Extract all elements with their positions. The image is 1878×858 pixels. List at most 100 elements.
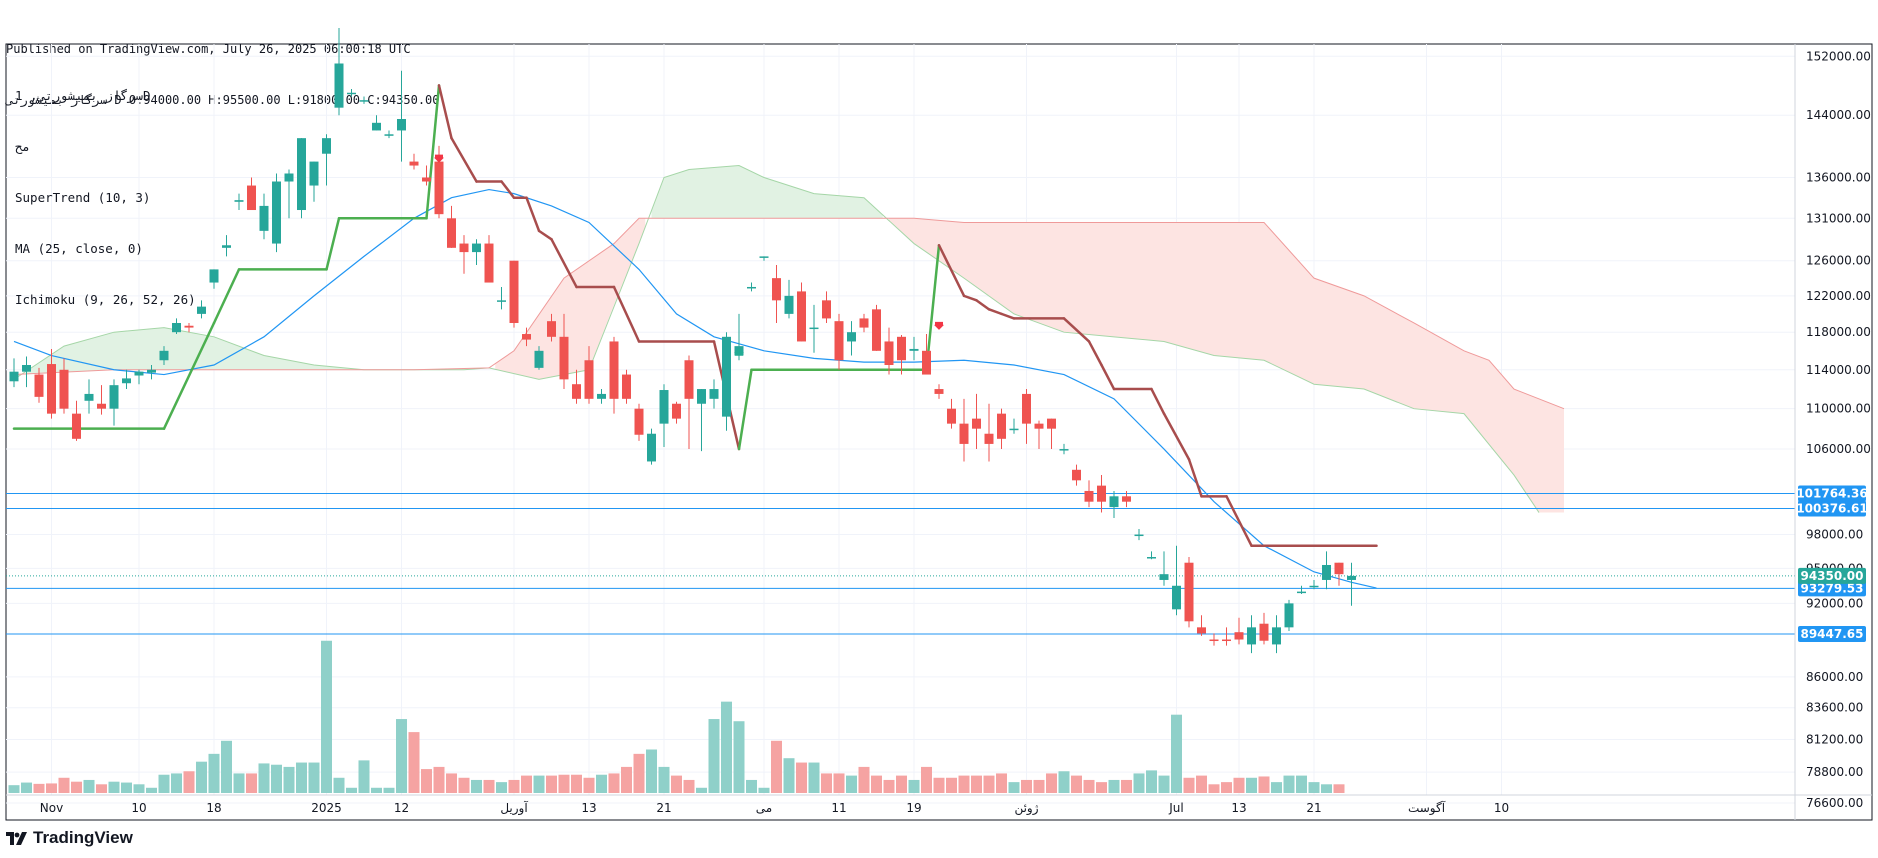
volume-bar	[1258, 776, 1270, 793]
volume-bars	[8, 640, 1345, 793]
price-axis[interactable]: 152000.00 144000.00 136000.00 131000.00 1260…	[1806, 49, 1871, 810]
volume-bar	[8, 785, 20, 793]
legend-market: مح	[15, 139, 31, 154]
legend-ma[interactable]: MA (25, close, 0)	[15, 241, 143, 256]
volume-bar	[1008, 782, 1020, 793]
candle-body	[147, 369, 156, 373]
candle-body	[234, 200, 244, 202]
last-price-text: 94350.00	[1800, 569, 1863, 583]
candle-body	[9, 371, 19, 382]
candle-body	[1109, 496, 1119, 508]
volume-bar	[133, 784, 145, 793]
candle-body	[1134, 534, 1144, 537]
candle-body	[47, 364, 56, 414]
volume-bar	[933, 777, 945, 793]
ichimoku-cloud	[13, 165, 1565, 513]
volume-bar	[46, 783, 57, 793]
candle-body	[934, 389, 944, 394]
candle-body	[447, 218, 456, 248]
supertrend-segment	[1162, 412, 1191, 461]
kumo-bearish	[495, 218, 646, 380]
supertrend-segment	[1150, 387, 1166, 415]
candle-body	[1022, 393, 1031, 424]
candle-body	[397, 119, 406, 131]
candle-body	[1047, 418, 1056, 429]
kumo-bullish	[26, 327, 414, 374]
y-tick-label: 76600.00	[1806, 796, 1863, 810]
candle-body	[947, 408, 956, 424]
supertrend-segment	[1087, 340, 1103, 367]
volume-bar	[1033, 779, 1045, 793]
kumo-bearish	[889, 218, 1564, 513]
candle-body	[584, 360, 594, 399]
volume-bar	[296, 762, 307, 793]
candle-body	[22, 364, 31, 372]
candle-body	[997, 413, 1006, 439]
volume-bar	[1296, 775, 1307, 793]
candle-body	[359, 100, 369, 102]
legend-symbol[interactable]: سرگاز بمیشورتی, 1D	[15, 88, 151, 103]
volume-bar	[1133, 773, 1145, 793]
legend-supertrend[interactable]: SuperTrend (10, 3)	[15, 190, 151, 205]
volume-bar	[646, 749, 657, 793]
candle-body	[1172, 585, 1181, 610]
published-line: Published on TradingView.com, July 26, 2…	[6, 42, 411, 56]
volume-bar	[1083, 779, 1095, 793]
candle-body	[334, 63, 344, 108]
candle-body	[797, 291, 806, 342]
supertrend-segment	[737, 368, 753, 451]
y-tick-label: 110000.00	[1806, 402, 1871, 416]
volume-bar	[421, 769, 432, 793]
x-tick-label: 13	[581, 801, 596, 815]
volume-bar	[783, 758, 795, 793]
supertrend-segment	[937, 244, 966, 298]
x-tick-label: آوریل	[500, 800, 528, 816]
ma-line	[13, 188, 1377, 589]
candle-body	[784, 295, 794, 314]
candle-body	[1347, 575, 1356, 580]
candle-body	[1147, 557, 1156, 559]
candle-body	[1284, 603, 1294, 628]
legend-ichimoku[interactable]: Ichimoku (9, 26, 52, 26)	[15, 292, 196, 307]
volume-bar	[358, 760, 370, 793]
volume-bar	[983, 775, 995, 793]
volume-bar	[996, 773, 1007, 793]
candle-body	[897, 336, 906, 361]
candle-body	[172, 322, 181, 333]
x-tick-label: 10	[1494, 801, 1509, 815]
x-tick-label: 11	[831, 801, 846, 815]
volume-bar	[1071, 775, 1082, 793]
volume-bar	[321, 640, 332, 793]
volume-bar	[83, 779, 95, 793]
candle-body	[1322, 564, 1331, 580]
y-tick-label: 106000.00	[1806, 442, 1871, 456]
volume-bar	[908, 779, 920, 793]
volume-bar	[283, 766, 295, 793]
candle-body	[672, 403, 681, 419]
candle-body	[659, 390, 669, 424]
sell-signal-arrow	[434, 154, 444, 163]
candle-body	[847, 332, 856, 342]
supertrend-signals	[434, 154, 944, 356]
candle-body	[747, 286, 756, 289]
volume-bar	[383, 787, 395, 793]
volume-bar	[1171, 714, 1182, 793]
volume-bar	[496, 782, 507, 793]
tradingview-logo[interactable]: TradingView	[6, 828, 133, 848]
volume-bar	[946, 777, 957, 793]
volume-bar	[471, 779, 482, 793]
supertrend-segment	[612, 285, 641, 343]
time-axis[interactable]: Nov 10 18 2025 12 آوریل 13 21 می 11 19 ژوئن Jul 13 21 آ…	[40, 800, 1509, 816]
ichimoku-span-b	[13, 217, 1565, 410]
candles[interactable]	[9, 28, 1357, 654]
y-tick-label: 92000.00	[1806, 596, 1863, 610]
candle-body	[709, 389, 719, 399]
candle-body	[959, 423, 969, 444]
x-tick-label: 13	[1231, 801, 1246, 815]
candle-body	[1159, 574, 1169, 580]
candle-body	[1222, 639, 1231, 642]
y-tick-label: 144000.00	[1806, 108, 1871, 122]
volume-bar	[633, 753, 645, 793]
candle-body	[1009, 428, 1019, 431]
